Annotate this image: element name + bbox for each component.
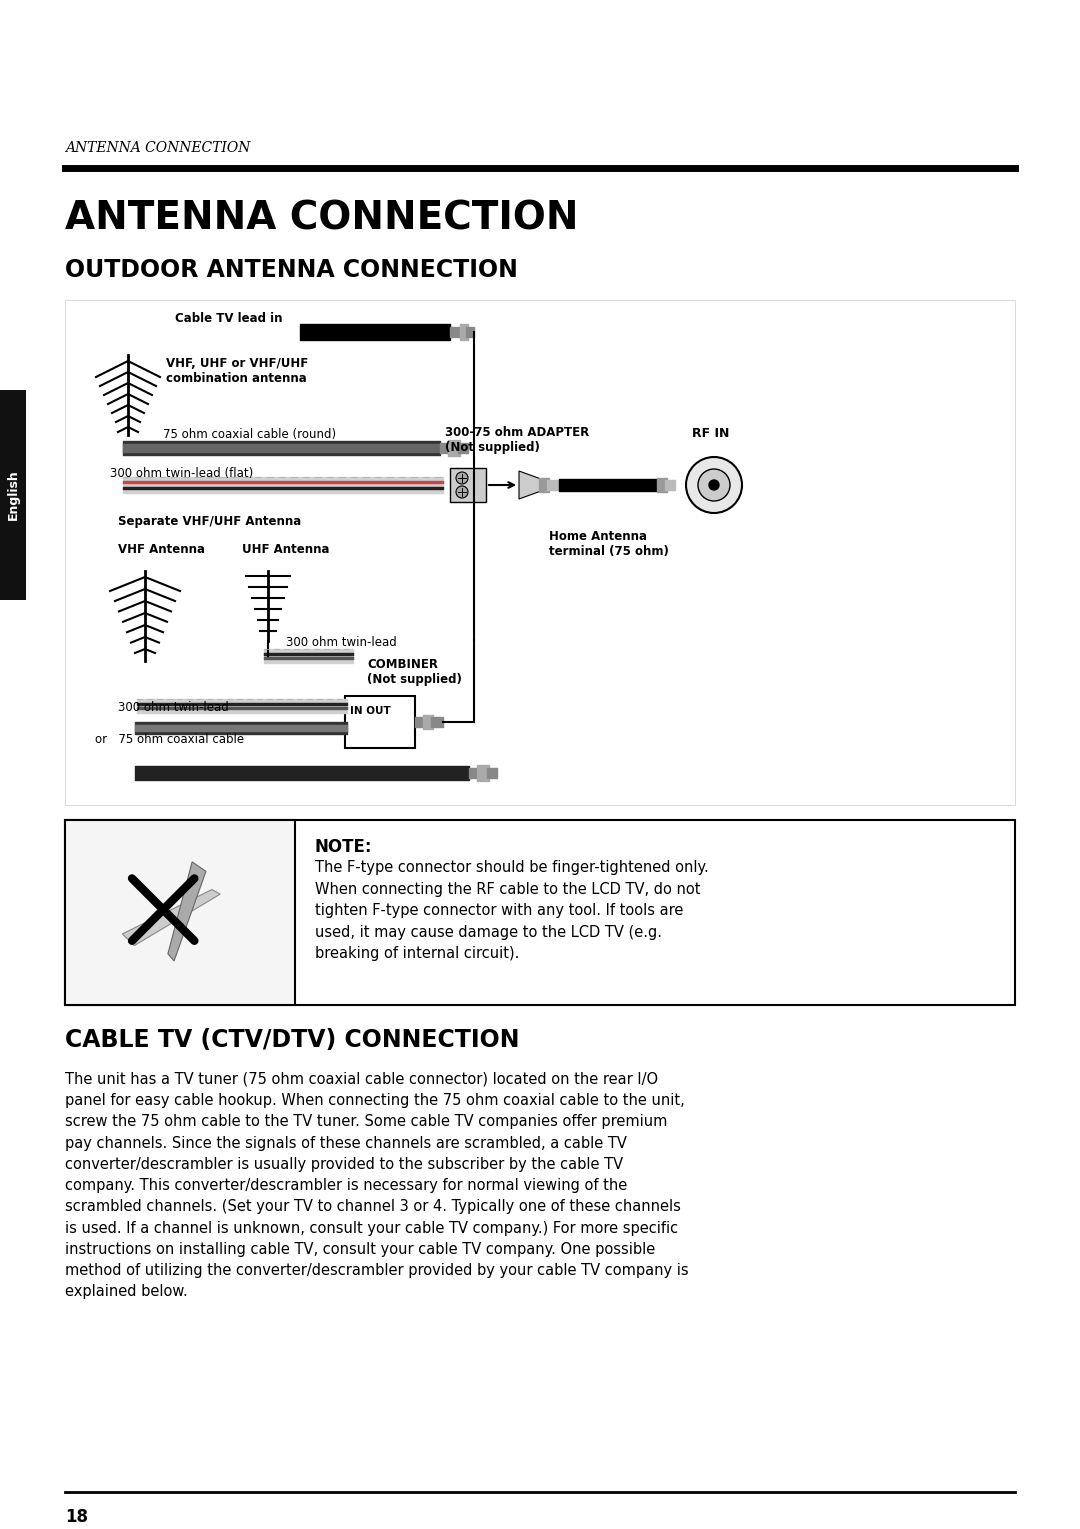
Text: Home Antenna
terminal (75 ohm): Home Antenna terminal (75 ohm) (549, 531, 669, 558)
Text: Cable TV lead in: Cable TV lead in (175, 312, 283, 326)
Circle shape (698, 469, 730, 502)
Text: 300-75 ohm ADAPTER
(Not supplied): 300-75 ohm ADAPTER (Not supplied) (445, 427, 590, 454)
Text: 300 ohm twin-lead: 300 ohm twin-lead (286, 636, 396, 648)
Text: NOTE:: NOTE: (315, 838, 373, 856)
Polygon shape (122, 890, 220, 945)
Bar (65, 820, 295, 1005)
Text: OUTDOOR ANTENNA CONNECTION: OUTDOOR ANTENNA CONNECTION (65, 258, 518, 281)
Bar (0, 390, 26, 599)
Polygon shape (519, 471, 541, 498)
Polygon shape (167, 862, 206, 960)
Text: UHF Antenna: UHF Antenna (242, 543, 329, 557)
Text: 300 ohm twin-lead (flat): 300 ohm twin-lead (flat) (110, 466, 253, 480)
Text: ANTENNA CONNECTION: ANTENNA CONNECTION (65, 141, 251, 154)
Text: COMBINER
(Not supplied): COMBINER (Not supplied) (367, 657, 462, 687)
Text: VHF Antenna: VHF Antenna (118, 543, 205, 557)
Text: 75 ohm coaxial cable (round): 75 ohm coaxial cable (round) (163, 428, 336, 440)
Text: RF IN: RF IN (692, 427, 729, 440)
Text: 18: 18 (65, 1508, 87, 1526)
Bar (450, 468, 486, 502)
Text: The F-type connector should be finger-tightened only.
When connecting the RF cab: The F-type connector should be finger-ti… (315, 859, 708, 962)
Text: Separate VHF/UHF Antenna: Separate VHF/UHF Antenna (118, 515, 301, 528)
Circle shape (686, 457, 742, 514)
Circle shape (708, 480, 719, 489)
Bar (65, 300, 1015, 804)
Text: ANTENNA CONNECTION: ANTENNA CONNECTION (65, 200, 579, 239)
Text: 300 ohm twin-lead: 300 ohm twin-lead (118, 700, 229, 714)
Text: or   75 ohm coaxial cable: or 75 ohm coaxial cable (95, 732, 244, 746)
Text: CABLE TV (CTV/DTV) CONNECTION: CABLE TV (CTV/DTV) CONNECTION (65, 1027, 519, 1052)
Text: IN OUT: IN OUT (350, 706, 391, 716)
Text: VHF, UHF or VHF/UHF
combination antenna: VHF, UHF or VHF/UHF combination antenna (166, 356, 308, 385)
Bar (65, 820, 1015, 1005)
Bar (345, 696, 415, 748)
Text: English: English (6, 469, 19, 520)
Circle shape (456, 486, 468, 498)
Circle shape (456, 472, 468, 485)
Text: The unit has a TV tuner (75 ohm coaxial cable connector) located on the rear I/O: The unit has a TV tuner (75 ohm coaxial … (65, 1072, 689, 1300)
